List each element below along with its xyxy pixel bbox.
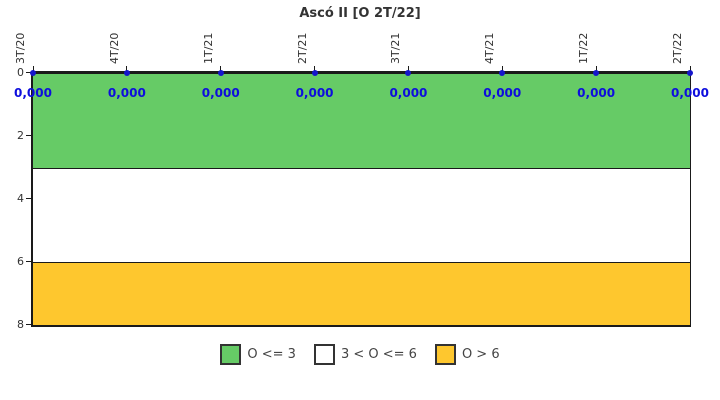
y-tick-label: 0: [17, 66, 24, 79]
data-point-label: 0,000: [389, 86, 428, 100]
x-tick-label: 3T/21: [389, 32, 403, 64]
x-axis-line: [31, 71, 691, 74]
y-axis-line: [31, 73, 33, 327]
threshold-band-2: [33, 262, 690, 325]
y-tick: [26, 198, 31, 199]
legend-swatch: [220, 344, 242, 365]
data-point-label: 0,000: [295, 86, 334, 100]
plot-bottom-border: [31, 325, 691, 327]
chart-title: Ascó II [O 2T/22]: [299, 6, 421, 21]
data-point-label: 0,000: [577, 86, 616, 100]
data-point-marker: [405, 70, 412, 76]
data-point-marker: [687, 70, 693, 76]
x-tick: [126, 66, 128, 71]
band-separator: [33, 168, 690, 169]
data-point-marker: [311, 70, 318, 76]
legend-label: O > 6: [461, 347, 500, 362]
threshold-band-1: [33, 167, 690, 262]
y-tick: [26, 135, 31, 136]
y-tick: [26, 324, 31, 325]
legend-label: 3 < O <= 6: [340, 347, 417, 362]
x-tick: [595, 66, 597, 71]
x-tick-label: 2T/21: [295, 32, 309, 64]
x-tick: [314, 66, 316, 71]
x-tick: [501, 66, 503, 71]
legend-item-2: O > 6: [434, 344, 500, 365]
legend-label: O <= 3: [247, 347, 296, 362]
x-tick: [407, 66, 409, 71]
x-tick: [689, 66, 691, 71]
band-separator: [33, 262, 690, 263]
legend: O <= 3 3 < O <= 6 O > 6: [0, 344, 720, 365]
legend-swatch: [434, 344, 456, 365]
y-tick: [26, 72, 31, 73]
data-point-marker: [593, 70, 600, 76]
legend-item-1: 3 < O <= 6: [313, 344, 417, 365]
y-tick-label: 2: [17, 129, 24, 142]
x-tick-label: 4T/21: [483, 32, 497, 64]
y-tick: [26, 261, 31, 262]
x-tick-label: 4T/20: [107, 32, 121, 64]
threshold-band-0: [33, 73, 690, 168]
data-point-marker: [30, 70, 36, 76]
legend-swatch: [313, 344, 335, 365]
x-tick-label: 2T/22: [671, 32, 684, 64]
plot-right-border: [690, 73, 691, 325]
y-tick-label: 8: [17, 318, 24, 331]
x-tick: [220, 66, 222, 71]
y-tick-label: 4: [17, 192, 24, 205]
data-point-marker: [499, 70, 506, 76]
x-tick: [32, 66, 34, 71]
data-point-label: 0,000: [483, 86, 522, 100]
data-point-marker: [217, 70, 224, 76]
data-point-label: 0,000: [671, 86, 709, 100]
x-tick-label: 1T/21: [201, 32, 215, 64]
x-tick-label: 1T/22: [577, 32, 591, 64]
data-point-label: 0,000: [107, 86, 146, 100]
data-point-label: 0,000: [14, 86, 52, 100]
x-tick-label: 3T/20: [14, 32, 27, 64]
data-point-label: 0,000: [201, 86, 240, 100]
y-tick-label: 6: [17, 255, 24, 268]
data-point-marker: [123, 70, 130, 76]
legend-item-0: O <= 3: [220, 344, 296, 365]
